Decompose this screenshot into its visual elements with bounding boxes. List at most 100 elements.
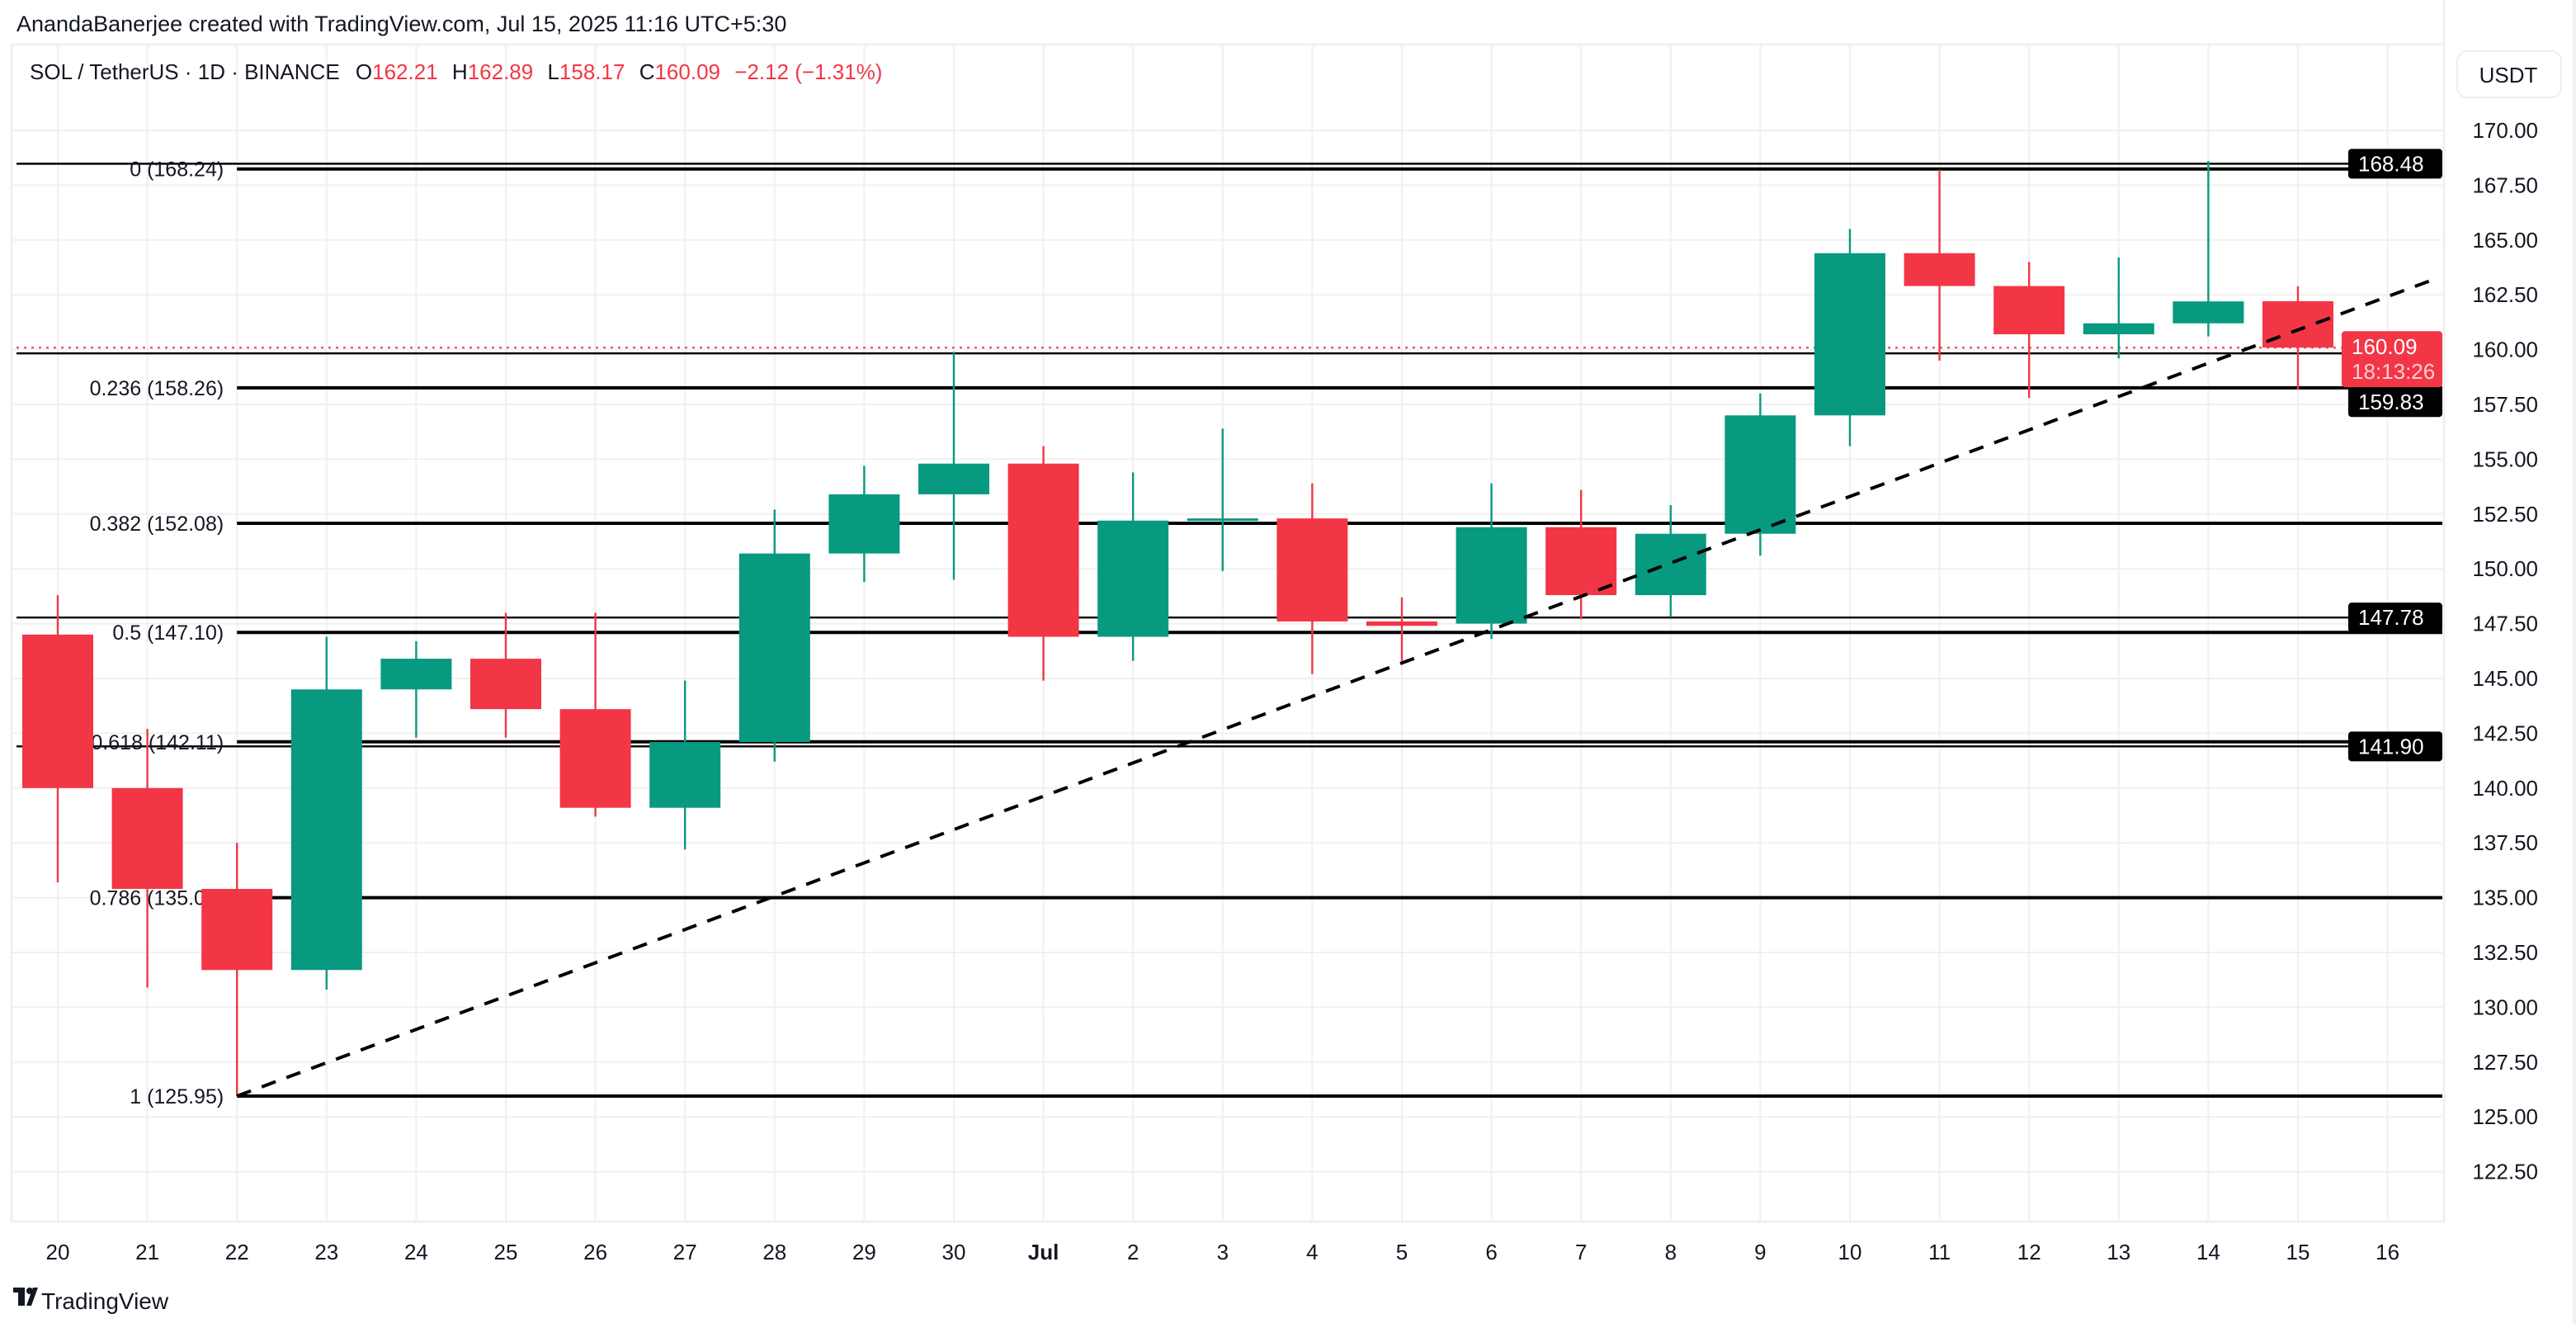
- candle-body-down: [470, 659, 541, 710]
- legend-open-value: 162.21: [372, 59, 438, 84]
- date-tick-label: 12: [2017, 1240, 2041, 1264]
- candle-body-up: [1814, 253, 1885, 416]
- last-price-value: 160.09: [2352, 334, 2418, 359]
- legend-open-label: O: [356, 59, 372, 84]
- date-tick-label: 28: [762, 1240, 786, 1264]
- tradingview-logo-icon: [13, 1288, 38, 1306]
- candle-body-down: [22, 634, 93, 788]
- date-tick-label: 29: [852, 1240, 876, 1264]
- candle-body-down: [1007, 463, 1079, 637]
- price-tick-label: 142.50: [2472, 721, 2538, 745]
- attribution-text: AnandaBanerjee created with TradingView.…: [17, 12, 786, 36]
- date-tick-label: 14: [2196, 1240, 2220, 1264]
- candle-body-up: [2173, 301, 2244, 324]
- legend-high-value: 162.89: [468, 59, 534, 84]
- price-tick-label: 125.00: [2472, 1104, 2538, 1129]
- price-tick-label: 152.50: [2472, 502, 2538, 527]
- horizontal-rays[interactable]: [17, 163, 2442, 748]
- last-price-badge: [2342, 331, 2442, 388]
- candle-body-up: [1187, 518, 1258, 522]
- date-tick-label: 23: [314, 1240, 338, 1264]
- price-tick-label: 162.50: [2472, 282, 2538, 307]
- fib-level-label: 0.5 (147.10): [112, 621, 224, 645]
- ray-price-value: 159.83: [2358, 390, 2424, 414]
- price-tick-label: 167.50: [2472, 172, 2538, 197]
- currency-label: USDT: [2479, 63, 2538, 87]
- legend-symbol: SOL / TetherUS · 1D · BINANCE: [30, 59, 340, 84]
- ray-price-value: 168.48: [2358, 151, 2424, 176]
- candle-body-down: [201, 888, 273, 971]
- date-tick-label: 27: [673, 1240, 697, 1264]
- candle-body-down: [559, 709, 631, 808]
- legend-close-value: 160.09: [654, 59, 720, 84]
- legend-low-label: L: [547, 59, 559, 84]
- candle-body-up: [380, 659, 452, 690]
- date-tick-label: 25: [494, 1240, 518, 1264]
- date-tick-label: Jul: [1028, 1240, 1059, 1264]
- date-tick-label: 11: [1928, 1240, 1951, 1264]
- currency-button[interactable]: USDT: [2456, 50, 2562, 98]
- candle-body-up: [649, 742, 721, 808]
- date-tick-label: 22: [225, 1240, 249, 1264]
- date-tick-label: 24: [404, 1240, 428, 1264]
- legend-low-value: 158.17: [559, 59, 625, 84]
- price-tick-label: 145.00: [2472, 666, 2538, 691]
- price-tick-label: 140.00: [2472, 776, 2538, 801]
- svg-text:SOL / TetherUS · 1D · BINANCE: SOL / TetherUS · 1D · BINANCE O162.21 H1…: [30, 59, 882, 84]
- candle-body-up: [2083, 323, 2154, 335]
- price-tick-label: 150.00: [2472, 556, 2538, 581]
- candle-body-up: [918, 463, 989, 494]
- date-tick-label: 5: [1396, 1240, 1408, 1264]
- date-tick-label: 2: [1127, 1240, 1139, 1264]
- fib-level-label: 1 (125.95): [130, 1085, 224, 1108]
- trendline[interactable]: [236, 278, 2432, 1098]
- date-tick-label: 10: [1838, 1240, 1862, 1264]
- candle-body-down: [1276, 518, 1348, 621]
- candle-body-up: [738, 553, 810, 743]
- price-tick-label: 157.50: [2472, 392, 2538, 417]
- date-tick-label: 30: [942, 1240, 966, 1264]
- price-tick-label: 147.50: [2472, 612, 2538, 636]
- candle-body-down: [1366, 621, 1437, 626]
- price-tick-label: 135.00: [2472, 886, 2538, 910]
- date-tick-label: 16: [2375, 1240, 2399, 1264]
- date-tick-label: 7: [1575, 1240, 1587, 1264]
- fib-level-label: 0 (168.24): [130, 158, 224, 182]
- candles: [22, 161, 2333, 1096]
- price-tick-label: 130.00: [2472, 995, 2538, 1019]
- price-tick-label: 132.50: [2472, 940, 2538, 965]
- candle-body-down: [1904, 253, 1975, 286]
- date-tick-label: 15: [2286, 1240, 2310, 1264]
- fib-level-label: 0.382 (152.08): [90, 513, 224, 536]
- price-tick-label: 137.50: [2472, 830, 2538, 855]
- date-tick-label: 26: [583, 1240, 607, 1264]
- price-tick-label: 122.50: [2472, 1160, 2538, 1184]
- candle-body-down: [1545, 527, 1617, 596]
- candle-body-up: [290, 689, 362, 971]
- price-axis[interactable]: 170.00 167.50 165.00 162.50 160.00 157.50 155.…: [2472, 118, 2538, 1184]
- candle-body-up: [1455, 527, 1527, 624]
- date-tick-label: 6: [1485, 1240, 1497, 1264]
- time-axis[interactable]: 20 21 22 23 24 25 26 27 28 29 30 Jul 2 3 4 5 6 7 8 9 10 11 12 1…: [46, 1240, 2400, 1264]
- fibonacci-retracement[interactable]: 0 (168.24) 0.236 (158.26) 0.382 (152.08) 0.…: [90, 158, 2442, 1108]
- candle-body-down: [111, 787, 183, 889]
- date-tick-label: 13: [2107, 1240, 2130, 1264]
- ray-price-value: 141.90: [2358, 734, 2424, 759]
- fib-level-label: 0.786 (135.00): [90, 887, 224, 910]
- legend-high-label: H: [452, 59, 468, 84]
- candle-body-up: [828, 494, 900, 554]
- price-tick-label: 170.00: [2472, 118, 2538, 143]
- ray-price-badge: [2348, 387, 2442, 418]
- tradingview-logo-text: TradingView: [41, 1288, 169, 1314]
- tradingview-logo[interactable]: TradingView: [13, 1288, 169, 1314]
- price-tick-label: 165.00: [2472, 228, 2538, 253]
- date-tick-label: 3: [1217, 1240, 1229, 1264]
- ray-price-badge: [2348, 731, 2442, 762]
- price-tick-label: 127.50: [2472, 1050, 2538, 1075]
- price-tick-label: 160.00: [2472, 338, 2538, 362]
- price-tick-label: 155.00: [2472, 447, 2538, 471]
- legend-change: −2.12 (−1.31%): [734, 59, 882, 84]
- trendline-dashed[interactable]: [236, 278, 2432, 1098]
